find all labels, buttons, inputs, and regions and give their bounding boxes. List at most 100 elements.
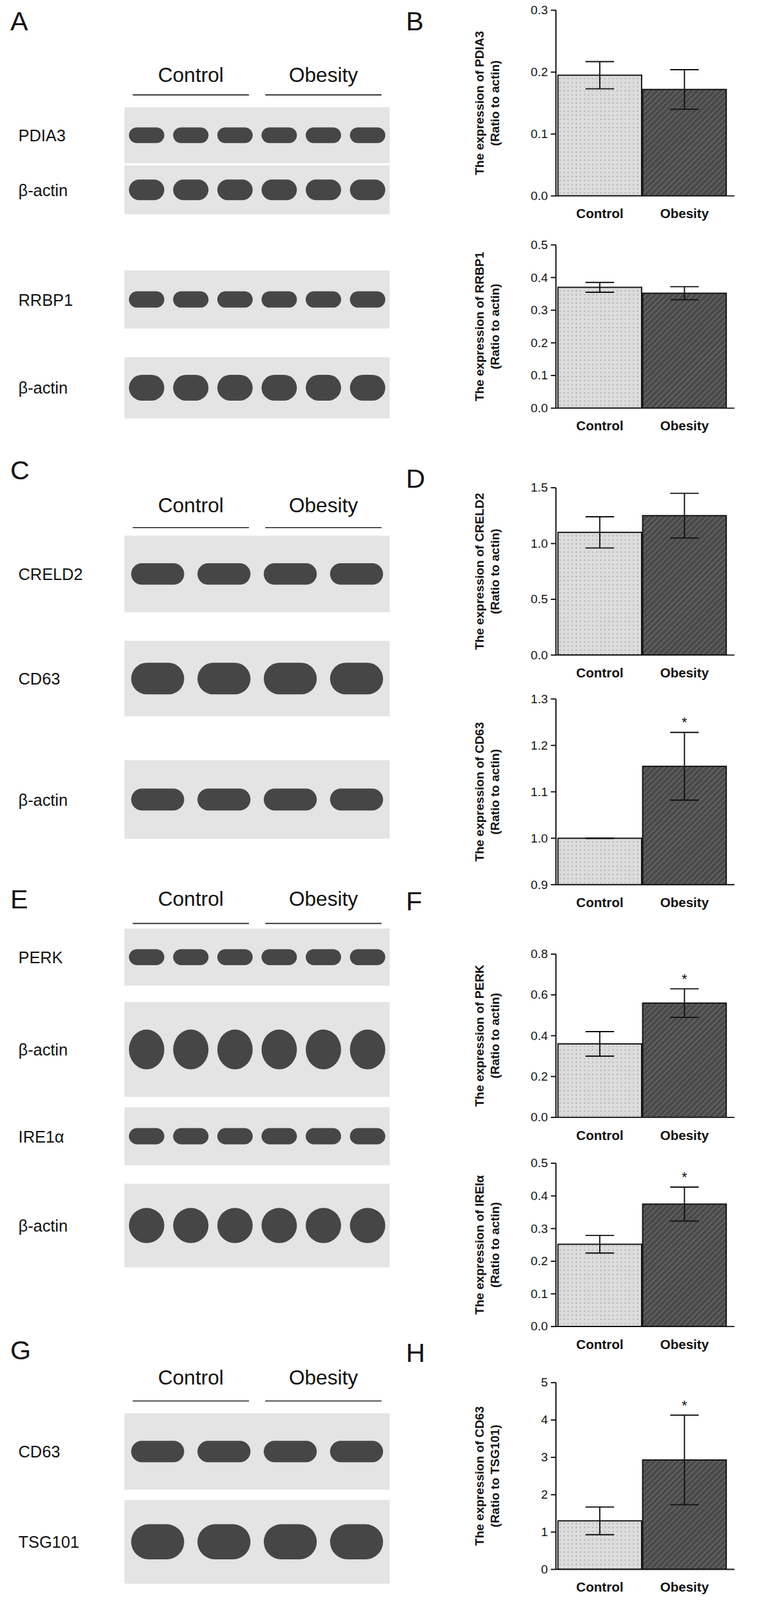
y-label: (Ratio to actin) [488, 748, 502, 835]
blot-band [305, 291, 342, 308]
blot-band [305, 1207, 342, 1242]
error-cap [585, 1505, 614, 1508]
blot-strip [124, 1183, 390, 1268]
blot-band [261, 127, 298, 143]
x-axis [555, 1568, 735, 1570]
error-stem [599, 1234, 601, 1253]
blot-strip [124, 640, 390, 716]
bar [642, 292, 727, 408]
bar [557, 837, 642, 885]
blot-band [261, 374, 298, 401]
error-bar [585, 1506, 614, 1535]
y-tick [550, 883, 556, 885]
y-tick-label: 0.0 [530, 1318, 548, 1333]
blot-band [128, 948, 165, 965]
blot-band [350, 1029, 386, 1070]
error-cap [585, 837, 614, 839]
blot-band [217, 374, 253, 401]
group-line [265, 526, 382, 529]
y-tick [550, 1568, 556, 1570]
error-cap [585, 546, 614, 549]
y-tick-label: 0.2 [530, 335, 548, 350]
blot-band [217, 948, 253, 965]
bar [557, 1243, 642, 1327]
blot-band [330, 788, 384, 810]
y-tick [550, 1162, 556, 1164]
y-tick [550, 1381, 556, 1383]
blot-band [263, 1439, 317, 1462]
category-label: Control [576, 1578, 624, 1594]
blot-band [172, 1029, 209, 1070]
row-label: IRE1α [18, 1127, 65, 1146]
y-label: (Ratio to actin) [488, 528, 502, 614]
y-tick-label: 0.8 [530, 946, 548, 961]
row-label: RRBP1 [18, 290, 73, 309]
group-label: Control [157, 886, 224, 910]
blot-band [350, 127, 386, 143]
y-tick [550, 9, 556, 11]
error-stem [683, 1186, 685, 1221]
y-tick [550, 1194, 556, 1197]
y-tick-label: 0.9 [530, 877, 548, 892]
y-tick [550, 1227, 556, 1229]
error-cap [670, 1414, 699, 1416]
error-cap [585, 281, 614, 284]
blot-band [261, 1127, 298, 1144]
error-stem [599, 1506, 601, 1535]
error-cap [585, 515, 614, 518]
y-tick [550, 1116, 556, 1118]
error-cap [585, 88, 614, 90]
y-tick-label: 0.2 [530, 65, 548, 79]
y-tick-label: 0.5 [530, 591, 548, 606]
error-cap [585, 1054, 614, 1057]
y-tick [550, 697, 556, 700]
blot-band [197, 1523, 251, 1559]
blot-band [217, 291, 253, 308]
blot-band [172, 374, 209, 401]
y-label: The expression of CD63 [472, 1405, 487, 1546]
category-label: Obesity [660, 1578, 710, 1594]
blot-band [217, 1207, 253, 1242]
category-label: Control [576, 664, 624, 680]
row-label: PDIA3 [18, 126, 66, 145]
marks [557, 282, 727, 409]
y-tick [550, 276, 556, 278]
blot-band [350, 179, 386, 200]
bar-chart: Control*Obesity0.00.10.20.30.40.5The exp… [472, 1155, 735, 1351]
bar-chart: ControlObesity0.00.10.20.3The expression… [472, 3, 735, 221]
error-bar [670, 731, 699, 800]
blot-band [350, 948, 386, 965]
error-stem [683, 69, 685, 109]
bar-chart: Control*Obesity012345The expression of C… [472, 1374, 735, 1594]
y-tick-label: 1.1 [530, 784, 548, 799]
blot-band [128, 1029, 165, 1070]
blot-band [128, 1127, 165, 1144]
group-label: Control [157, 493, 224, 517]
y-tick-label: 0.4 [530, 1028, 548, 1043]
row-label: β-actin [18, 1216, 68, 1235]
error-bar [585, 1234, 614, 1253]
category-label: Control [576, 1127, 624, 1143]
blot-band [263, 662, 317, 694]
blot-band [130, 562, 184, 585]
marks [557, 988, 727, 1117]
y-tick [550, 837, 556, 839]
error-cap [670, 987, 699, 990]
y-tick [550, 195, 556, 197]
y-tick [550, 1530, 556, 1533]
error-cap [670, 731, 699, 733]
blot-strip [124, 1499, 390, 1584]
error-cap [670, 1503, 699, 1505]
y-tick-label: 0.2 [530, 1253, 548, 1268]
error-cap [670, 285, 699, 287]
bar [642, 1002, 727, 1117]
blot-band [217, 1029, 253, 1070]
blot-band [172, 1207, 209, 1242]
blot-band [172, 1127, 209, 1144]
blot-band [130, 662, 184, 694]
error-stem [683, 286, 685, 300]
group-line [265, 94, 382, 96]
blot-strip [124, 927, 390, 986]
y-tick-label: 5 [541, 1374, 549, 1389]
blot-band [128, 374, 165, 401]
